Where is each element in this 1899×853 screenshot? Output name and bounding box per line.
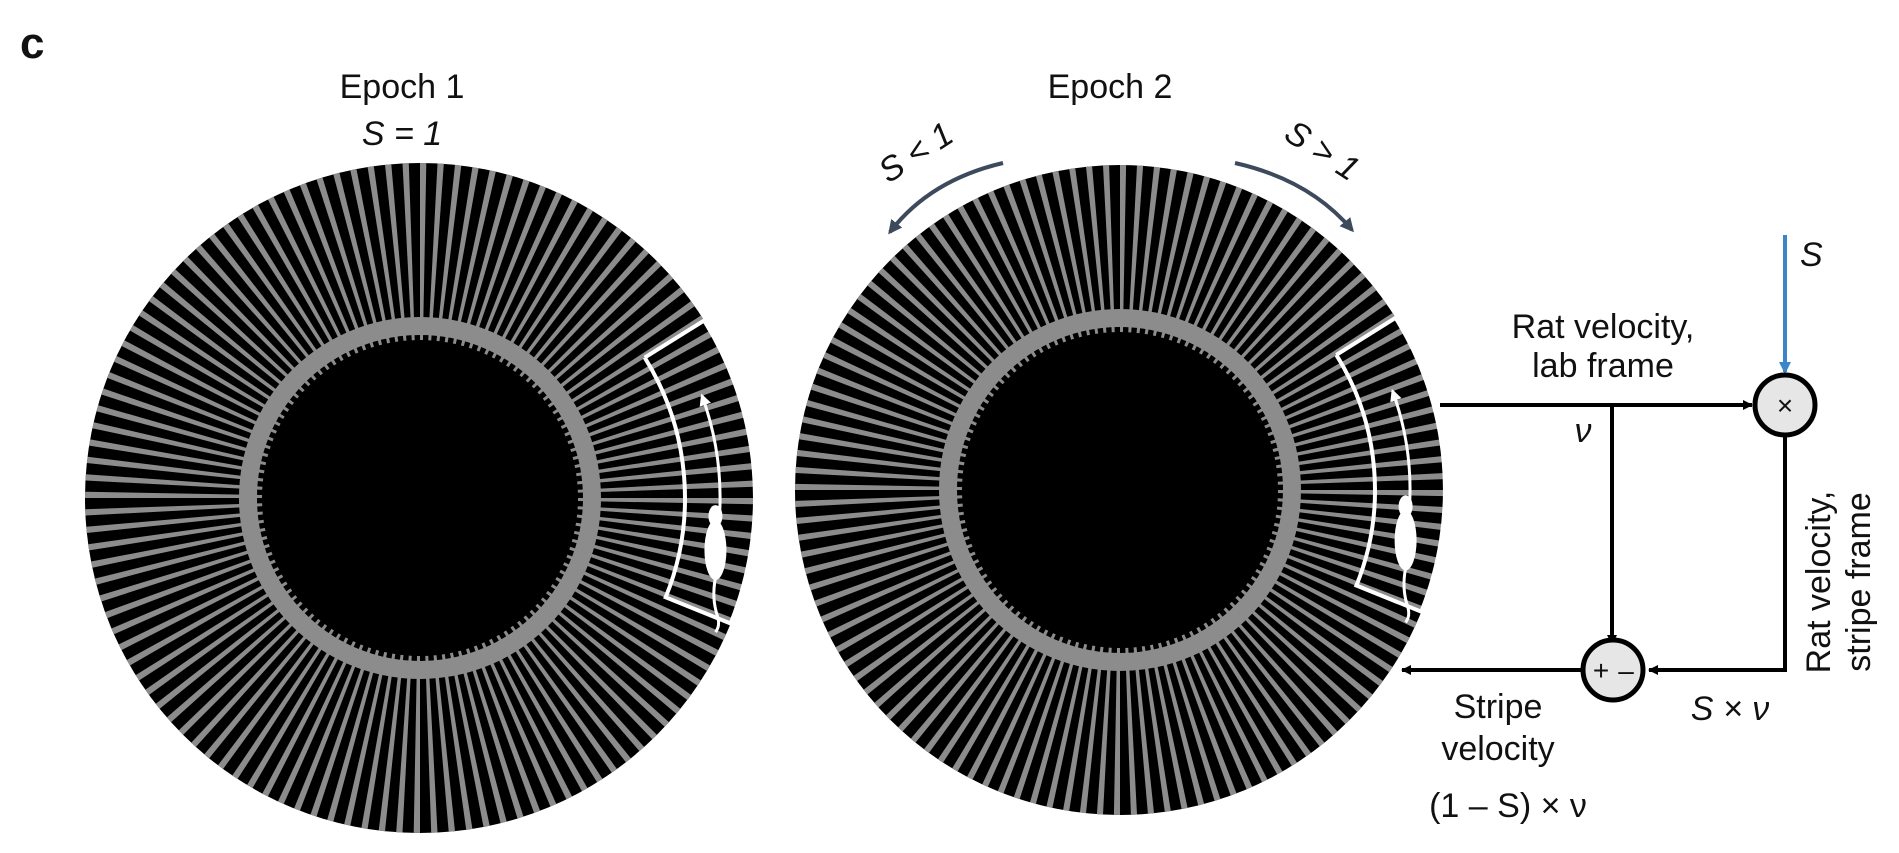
ccw-gain-label: S < 1 <box>872 115 960 191</box>
epoch1-gain-label: S = 1 <box>362 115 442 153</box>
lab-velocity-label-line1: Rat velocity, <box>1512 308 1695 346</box>
multiplier-symbol: × <box>1777 390 1793 421</box>
epoch2-arena-center <box>962 332 1278 648</box>
stripe-frame-label-line1: Rat velocity, <box>1800 491 1838 674</box>
lab-velocity-label-line2: lab frame <box>1532 347 1674 385</box>
epoch2-arena <box>795 165 1447 815</box>
comparator-minus: – <box>1618 655 1634 686</box>
ccw-rotation-arrow <box>888 161 1004 235</box>
gain-input-label: S <box>1800 236 1823 274</box>
epoch1-arena <box>85 163 757 833</box>
cw-gain-label: S > 1 <box>1278 113 1366 189</box>
epoch2-rat-track <box>1334 315 1447 624</box>
comparator-plus: + <box>1593 655 1609 686</box>
stripe-velocity-formula: (1 – S) × ν <box>1429 787 1587 825</box>
cw-rotation-arrow <box>1234 161 1354 233</box>
epoch1-title: Epoch 1 <box>340 68 465 106</box>
epoch1-rat-track <box>643 317 757 634</box>
stripe-frame-label-line2: stripe frame <box>1840 492 1878 672</box>
epoch2-title: Epoch 2 <box>1048 68 1173 106</box>
multiplier-node: × <box>1752 372 1818 438</box>
product-arrow <box>1648 435 1787 675</box>
panel-label: c <box>20 19 44 68</box>
product-label: S × ν <box>1691 690 1769 728</box>
epoch1-rat-icon <box>704 505 727 634</box>
epoch2-rat-icon <box>1394 495 1417 624</box>
comparator-node: + – <box>1580 637 1646 703</box>
stripe-velocity-label-line1: Stripe <box>1454 688 1543 726</box>
epoch1-arena-center <box>262 340 578 656</box>
stripe-velocity-label-line2: velocity <box>1441 730 1554 768</box>
v-symbol: ν <box>1575 412 1592 450</box>
